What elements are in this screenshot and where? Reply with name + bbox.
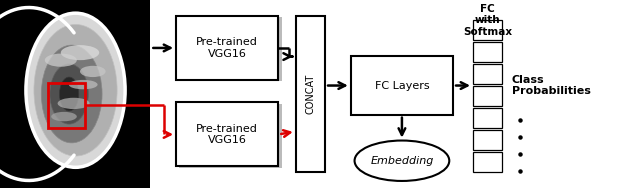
Bar <box>473 130 502 150</box>
FancyBboxPatch shape <box>179 104 282 168</box>
Bar <box>0 0 150 188</box>
Ellipse shape <box>50 64 88 124</box>
Text: Class
Probabilities: Class Probabilities <box>512 75 591 96</box>
Text: FC Layers: FC Layers <box>374 80 429 91</box>
Ellipse shape <box>51 112 77 121</box>
Bar <box>473 42 502 62</box>
FancyBboxPatch shape <box>179 17 282 81</box>
Text: FC
with
Softmax: FC with Softmax <box>463 4 512 37</box>
Bar <box>473 108 502 128</box>
Ellipse shape <box>58 98 90 109</box>
Ellipse shape <box>80 66 106 77</box>
Ellipse shape <box>42 45 102 143</box>
Ellipse shape <box>60 77 79 111</box>
FancyBboxPatch shape <box>351 56 453 115</box>
Bar <box>48 83 85 128</box>
Text: Pre-trained
VGG16: Pre-trained VGG16 <box>196 124 258 145</box>
Ellipse shape <box>34 24 117 156</box>
Text: Embedding: Embedding <box>370 156 434 166</box>
Ellipse shape <box>355 141 449 181</box>
Text: Pre-trained
VGG16: Pre-trained VGG16 <box>196 37 258 59</box>
FancyBboxPatch shape <box>176 102 278 166</box>
FancyBboxPatch shape <box>296 16 325 172</box>
FancyBboxPatch shape <box>176 16 278 80</box>
Bar <box>473 86 502 106</box>
Bar <box>473 152 502 172</box>
Ellipse shape <box>26 13 125 167</box>
Ellipse shape <box>69 80 97 89</box>
Text: CONCAT: CONCAT <box>305 74 316 114</box>
Bar <box>473 20 502 40</box>
Ellipse shape <box>45 54 77 67</box>
Bar <box>473 64 502 84</box>
Ellipse shape <box>61 45 99 60</box>
